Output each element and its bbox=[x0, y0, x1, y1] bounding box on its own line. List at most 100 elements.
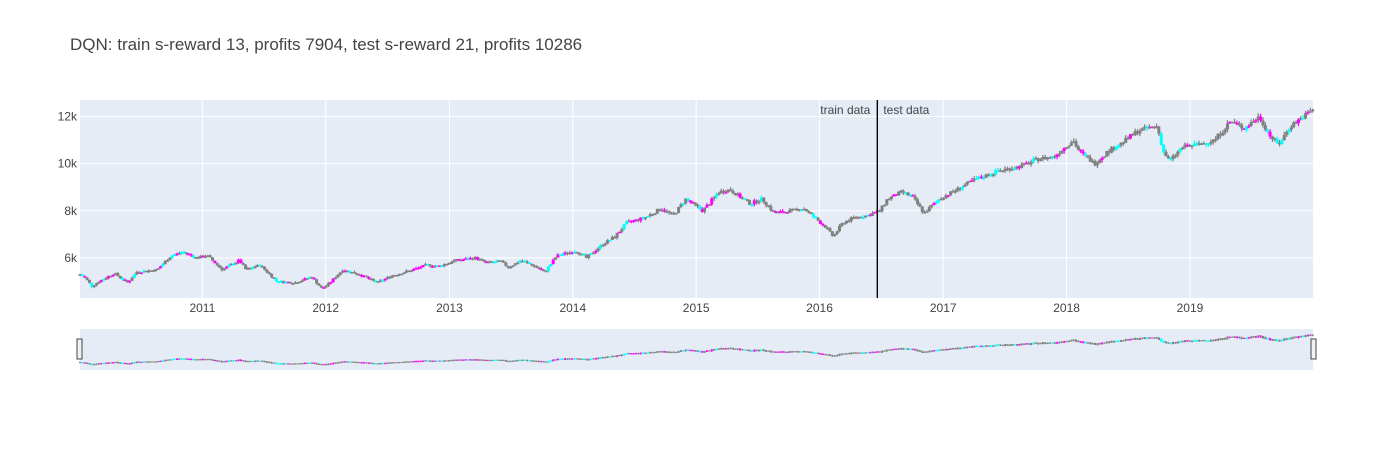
candle-body bbox=[975, 178, 979, 180]
candle-body bbox=[871, 213, 875, 216]
candle-body bbox=[1145, 126, 1149, 129]
candle-body bbox=[125, 279, 129, 283]
candle-body bbox=[830, 231, 834, 237]
candle-body bbox=[719, 190, 723, 194]
candle-body bbox=[192, 255, 196, 258]
candle-body bbox=[525, 261, 529, 263]
candle-body bbox=[1015, 166, 1019, 169]
candle-body bbox=[610, 236, 614, 240]
range-slider[interactable] bbox=[80, 329, 1313, 370]
candle-body bbox=[281, 281, 285, 283]
candle-body bbox=[923, 211, 927, 214]
candle-body bbox=[958, 187, 962, 190]
candle-body bbox=[563, 252, 567, 255]
candle-body bbox=[1176, 151, 1180, 156]
candle-body bbox=[608, 239, 612, 242]
candle-body bbox=[386, 276, 390, 279]
candle-body bbox=[1074, 141, 1078, 147]
candle-body bbox=[532, 265, 536, 268]
candle-body bbox=[1022, 163, 1026, 165]
candle-body bbox=[589, 253, 593, 255]
candle-body bbox=[1128, 134, 1132, 139]
candle-body bbox=[102, 279, 106, 281]
candle-body bbox=[1285, 131, 1289, 135]
candle-body bbox=[686, 198, 690, 201]
candle-body bbox=[1126, 137, 1130, 140]
candle-body bbox=[466, 258, 470, 260]
candle-body bbox=[400, 273, 404, 276]
candle-body bbox=[823, 225, 827, 228]
candle-body bbox=[215, 263, 219, 266]
candle-body bbox=[927, 207, 931, 212]
candle-body bbox=[177, 253, 181, 255]
candle-body bbox=[475, 257, 479, 260]
candle-body bbox=[724, 192, 728, 194]
candle-body bbox=[506, 265, 510, 268]
candle-body bbox=[963, 184, 967, 187]
candle-body bbox=[1001, 170, 1005, 172]
candle-body bbox=[819, 220, 823, 225]
candle-body bbox=[1093, 160, 1097, 166]
candle-body bbox=[755, 200, 759, 203]
candle-body bbox=[774, 211, 778, 213]
candle-body bbox=[804, 209, 808, 212]
candle-body bbox=[1202, 143, 1206, 145]
candle-body bbox=[672, 212, 676, 215]
candle-body bbox=[1088, 157, 1092, 162]
candle-body bbox=[599, 245, 603, 249]
candle-body bbox=[1084, 153, 1088, 156]
candle-body bbox=[95, 283, 99, 286]
candle-body bbox=[291, 283, 295, 285]
candle-body bbox=[629, 220, 633, 223]
candle-body bbox=[1233, 122, 1237, 124]
candle-body bbox=[1157, 126, 1161, 134]
candle-body bbox=[298, 281, 302, 284]
candle-body bbox=[646, 216, 650, 218]
candle-body bbox=[759, 197, 763, 202]
candle-body bbox=[1017, 166, 1021, 169]
candle-body bbox=[478, 259, 482, 261]
candle-body bbox=[802, 209, 806, 211]
candle-body bbox=[265, 269, 269, 273]
candle-body bbox=[151, 270, 155, 272]
candle-body bbox=[1247, 125, 1251, 128]
candle-body bbox=[97, 282, 101, 284]
candle-body bbox=[1133, 131, 1137, 136]
candle-body bbox=[106, 276, 110, 279]
candle-body bbox=[433, 265, 437, 268]
candle-body bbox=[1155, 126, 1159, 128]
candle-body bbox=[442, 264, 446, 267]
candle-body bbox=[1237, 123, 1241, 126]
candle-body bbox=[111, 274, 115, 277]
candle-body bbox=[542, 269, 546, 272]
candle-body bbox=[459, 259, 463, 262]
candle-body bbox=[987, 174, 991, 176]
candle-body bbox=[369, 278, 373, 281]
candle-body bbox=[1117, 145, 1121, 148]
candle-body bbox=[1211, 139, 1215, 143]
candle-body bbox=[1249, 122, 1253, 126]
candle-body bbox=[1294, 122, 1298, 124]
candle-body bbox=[949, 191, 953, 196]
candle-body bbox=[745, 199, 749, 201]
range-slider-handle-right[interactable] bbox=[1310, 338, 1317, 360]
candle-body bbox=[104, 278, 108, 280]
candle-body bbox=[778, 211, 782, 213]
candle-body bbox=[1240, 124, 1244, 129]
range-slider-handle-left[interactable] bbox=[76, 338, 83, 360]
candle-body bbox=[575, 252, 579, 254]
candle-body bbox=[1119, 142, 1123, 146]
candle-body bbox=[594, 250, 598, 253]
candle-body bbox=[1027, 162, 1031, 165]
candle-body bbox=[826, 227, 830, 230]
candle-body bbox=[123, 279, 127, 282]
x-tick-label: 2016 bbox=[806, 301, 833, 315]
candle-body bbox=[1190, 145, 1194, 147]
candle-body bbox=[655, 209, 659, 214]
candle-body bbox=[766, 205, 770, 207]
candle-body bbox=[206, 255, 210, 257]
candle-body bbox=[587, 254, 591, 258]
candle-body bbox=[1204, 143, 1208, 145]
candle-body bbox=[942, 198, 946, 200]
candle-body bbox=[584, 255, 588, 258]
